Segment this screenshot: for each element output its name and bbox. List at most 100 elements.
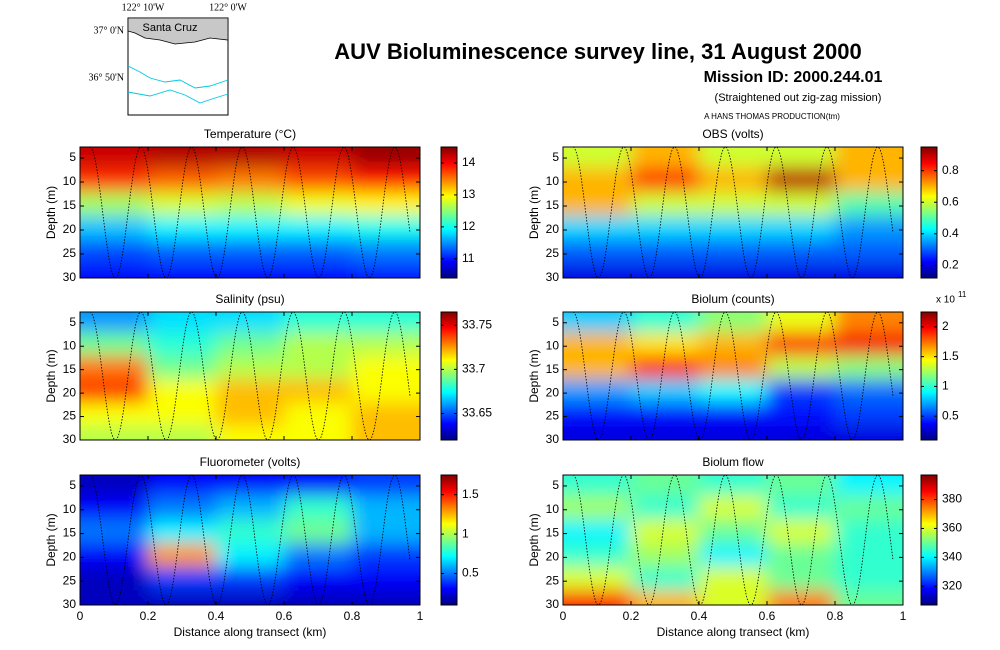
x-tick-label: 0.6 xyxy=(276,609,293,623)
cell xyxy=(148,519,217,544)
cell xyxy=(699,239,768,265)
cell xyxy=(284,425,353,440)
x-axis-label: Distance along transect (km) xyxy=(174,625,327,639)
cell xyxy=(699,566,768,592)
panel-title: Fluorometer (volts) xyxy=(200,455,301,469)
cell xyxy=(563,167,632,193)
panel: Temperature (°C) 5 10 15 20 25 30 Depth (m) 11 12… xyxy=(44,127,476,284)
cell xyxy=(216,263,285,278)
cell xyxy=(835,475,903,496)
heatmap xyxy=(563,312,903,440)
y-tick-label: 30 xyxy=(546,432,560,446)
cell xyxy=(284,566,353,592)
heatmap-cells xyxy=(80,312,420,440)
cell xyxy=(767,590,836,605)
cell xyxy=(767,263,836,278)
cell xyxy=(699,590,768,605)
panel-title: Temperature (°C) xyxy=(204,127,296,141)
panel: OBS (volts) 5 10 15 20 25 30 Depth (m) 0.2 0.4 0.6… xyxy=(527,127,959,284)
cell xyxy=(352,312,420,333)
x-tick-label: 0.8 xyxy=(344,609,361,623)
panel-title: Salinity (psu) xyxy=(215,292,284,306)
cell xyxy=(835,519,903,544)
y-tick-label: 10 xyxy=(546,174,560,188)
cell xyxy=(352,566,420,592)
cell xyxy=(631,263,700,278)
cell xyxy=(80,312,149,333)
cell xyxy=(835,263,903,278)
cell xyxy=(216,191,285,217)
y-tick-label: 25 xyxy=(63,409,77,423)
y-tick-label: 30 xyxy=(546,597,560,611)
cell xyxy=(80,425,149,440)
colorbar-tick-label: 33.65 xyxy=(462,406,492,420)
cell xyxy=(767,215,836,241)
cell xyxy=(148,332,217,357)
cell xyxy=(80,239,149,265)
cell xyxy=(352,590,420,605)
cell xyxy=(767,402,836,427)
x-tick-label: 0.8 xyxy=(827,609,844,623)
colorbar-multiplier: x 10 xyxy=(936,295,955,306)
y-tick-label: 10 xyxy=(63,338,77,352)
cell xyxy=(216,239,285,265)
cell xyxy=(767,312,836,333)
panel: Fluorometer (volts) 5 10 15 20 25 300 0.2 0.4 0.6… xyxy=(44,455,479,639)
colorbar-tick-label: 0.8 xyxy=(942,163,959,177)
credit: A HANS THOMAS PRODUCTION(tm) xyxy=(704,112,840,121)
cell xyxy=(835,191,903,217)
land xyxy=(127,17,229,45)
y-tick-label: 5 xyxy=(552,478,559,492)
cell xyxy=(563,566,632,592)
cell xyxy=(563,191,632,217)
cell xyxy=(631,590,700,605)
cell xyxy=(284,215,353,241)
cell xyxy=(284,332,353,357)
colorbar-tick-label: 0.4 xyxy=(942,226,959,240)
colorbar-tick-label: 2 xyxy=(942,319,949,333)
y-tick-label: 20 xyxy=(63,550,77,564)
cell xyxy=(563,425,632,440)
colorbar-tick-label: 13 xyxy=(462,187,476,201)
cell xyxy=(631,147,700,169)
cell xyxy=(699,402,768,427)
cell xyxy=(835,590,903,605)
y-tick-label: 5 xyxy=(69,478,76,492)
cell xyxy=(284,402,353,427)
cell xyxy=(80,332,149,357)
cell xyxy=(767,379,836,403)
y-tick-label: 5 xyxy=(69,315,76,329)
x-tick-label: 0.2 xyxy=(623,609,640,623)
cell xyxy=(835,566,903,592)
cell xyxy=(352,191,420,217)
cell xyxy=(352,215,420,241)
cell xyxy=(767,147,836,169)
y-tick-label: 10 xyxy=(63,174,77,188)
cell xyxy=(767,519,836,544)
cell xyxy=(699,425,768,440)
cell xyxy=(631,167,700,193)
colorbar-tick-label: 33.75 xyxy=(462,317,492,331)
mission-id: Mission ID: 2000.244.01 xyxy=(704,69,883,86)
plot-frame xyxy=(79,311,421,441)
cell xyxy=(563,263,632,278)
cell xyxy=(284,263,353,278)
cell xyxy=(631,312,700,333)
auv-track xyxy=(89,147,411,278)
cell xyxy=(284,379,353,403)
lat-label: 37° 0'N xyxy=(93,25,124,36)
cell xyxy=(80,263,149,278)
panel-title: Biolum flow xyxy=(702,455,764,469)
y-tick-label: 15 xyxy=(546,526,560,540)
cell xyxy=(563,239,632,265)
cell xyxy=(352,402,420,427)
y-tick-label: 5 xyxy=(552,150,559,164)
cell xyxy=(699,495,768,520)
isobath xyxy=(127,89,229,104)
colorbar-tick-label: 1.5 xyxy=(462,487,479,501)
cell xyxy=(352,475,420,496)
colorbar xyxy=(920,146,938,279)
colorbar-tick-label: 360 xyxy=(942,521,962,535)
cell xyxy=(563,147,632,169)
